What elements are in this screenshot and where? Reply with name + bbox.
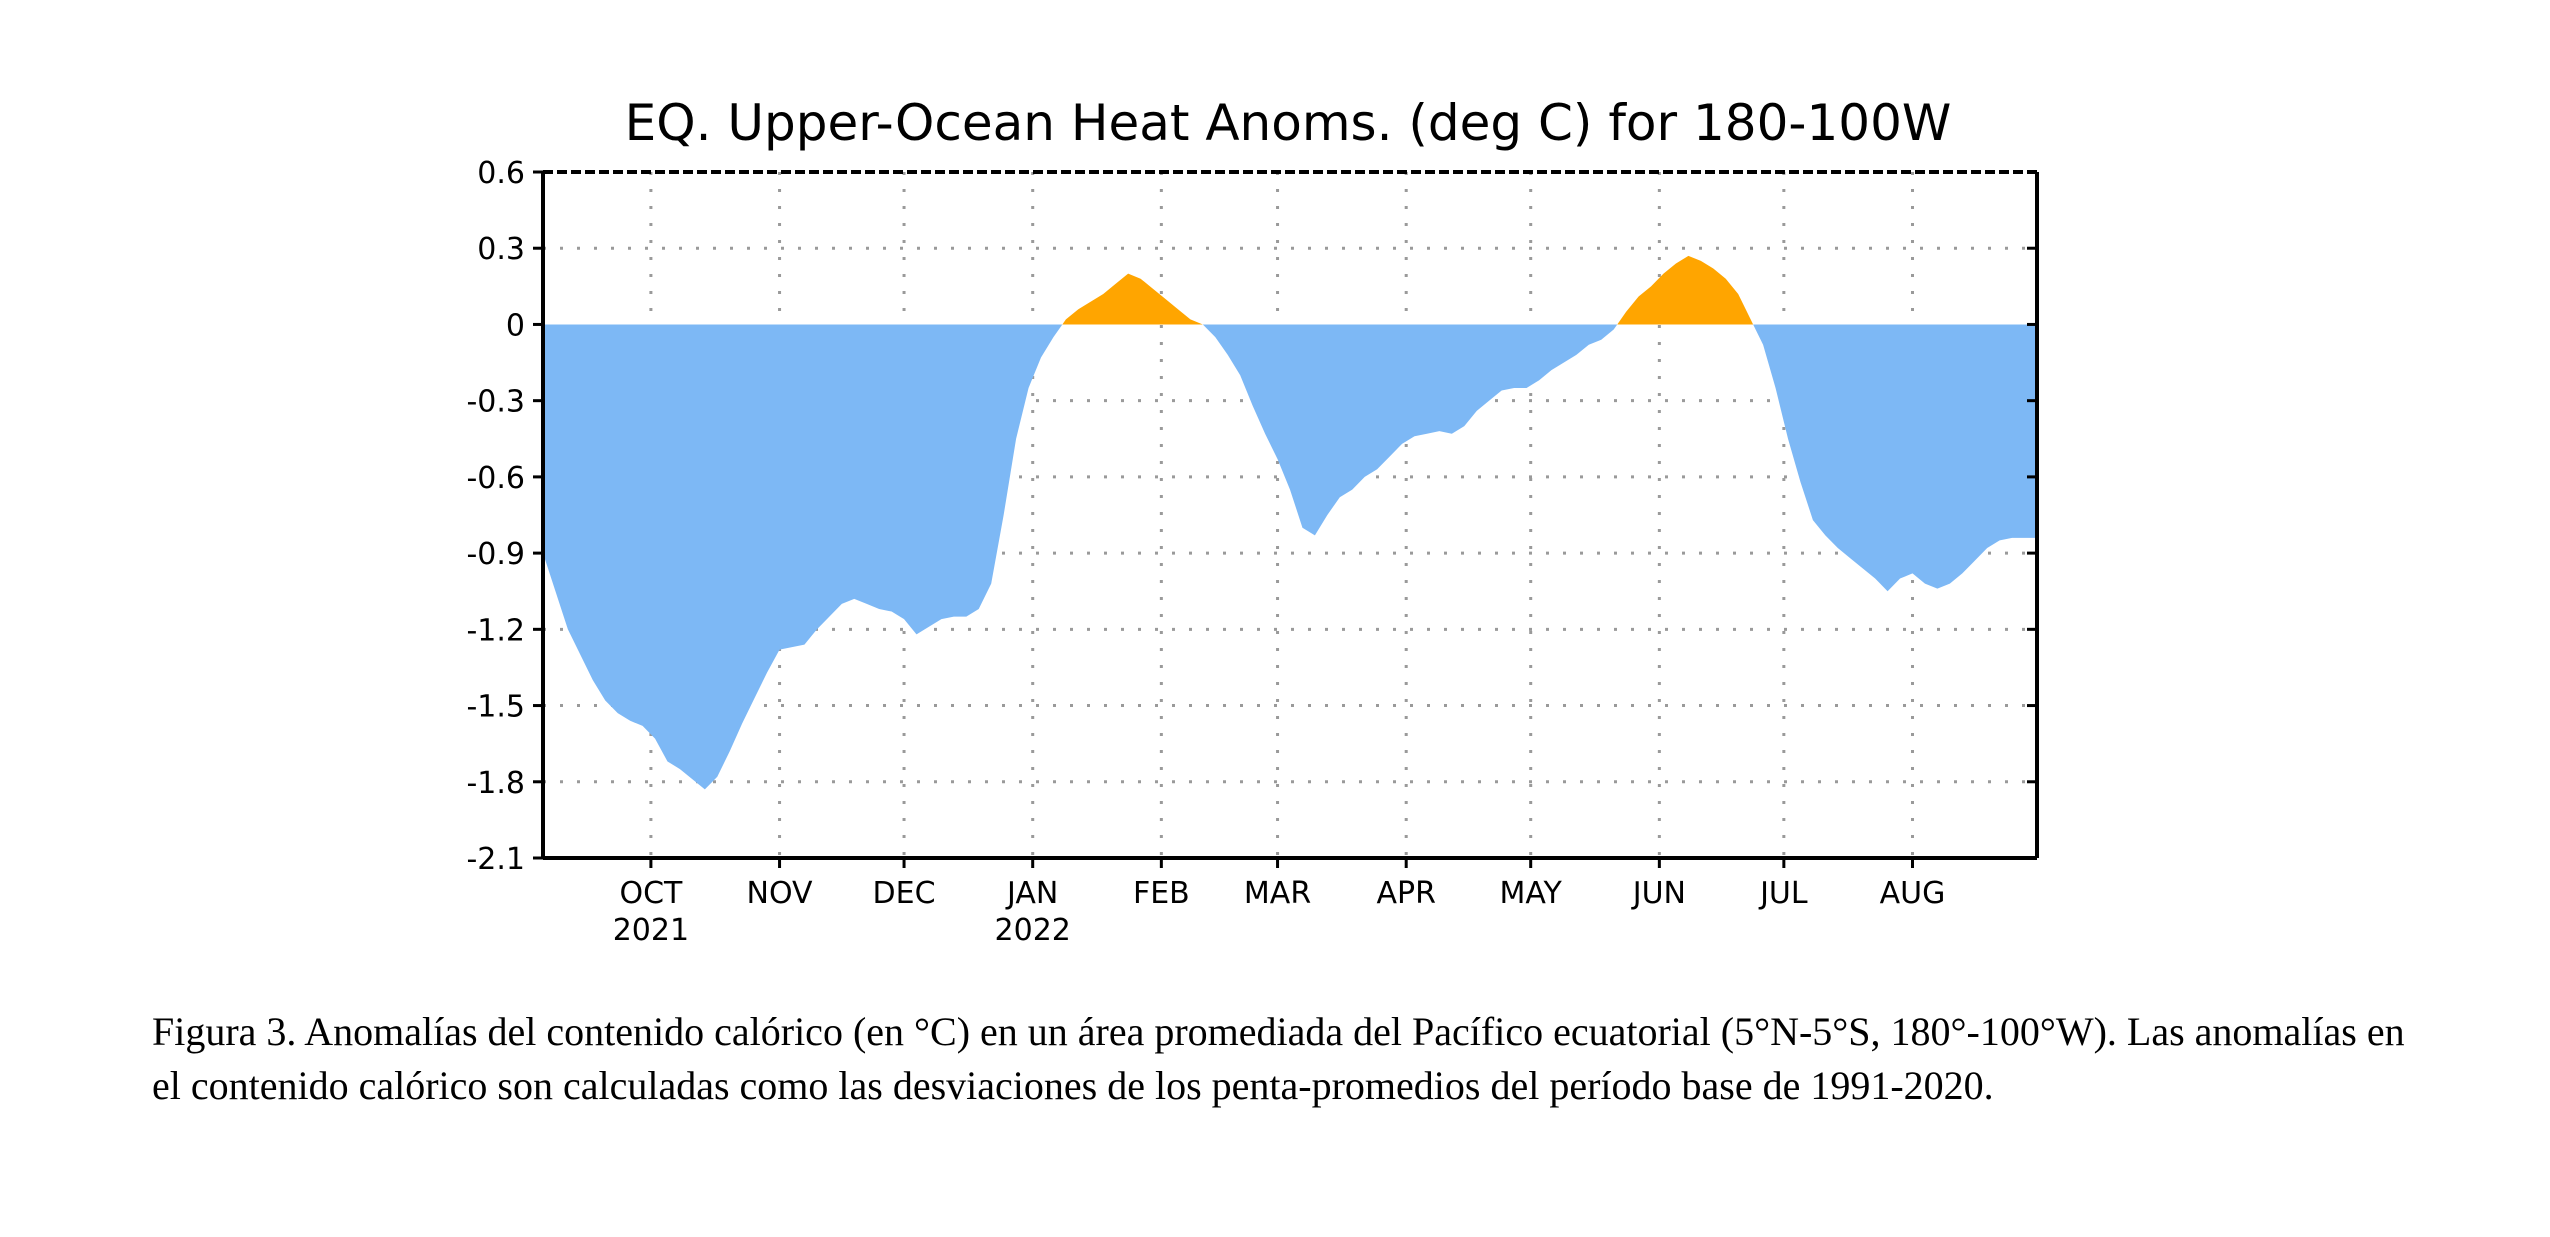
x-tick-label: MAY: [1499, 876, 1562, 911]
y-tick-label: -0.9: [466, 537, 525, 572]
negative-anomaly-area: [543, 324, 2037, 790]
y-tick-label: 0: [506, 308, 525, 343]
y-tick-label: 0.3: [477, 232, 525, 267]
x-tick-label: FEB: [1133, 876, 1190, 911]
x-tick-label: OCT: [619, 876, 683, 911]
x-tick-label: AUG: [1880, 876, 1946, 911]
x-tick-label: NOV: [747, 876, 814, 911]
positive-anomaly-area: [543, 255, 2037, 325]
axes: [541, 170, 2039, 860]
heat-anomaly-chart: EQ. Upper-Ocean Heat Anoms. (deg C) for …: [466, 94, 2039, 948]
y-axis-ticks: 0.6 0.3 0 -0.3 -0.6 -0.9 -1.2 -1.5 -1.8 -2.1: [466, 156, 2037, 877]
x-tick-label: JUN: [1631, 876, 1686, 911]
anomaly-area: [543, 255, 2037, 790]
x-tick-label: DEC: [873, 876, 936, 911]
x-tick-label: APR: [1376, 876, 1435, 911]
x-tick-year-label: 2022: [995, 913, 1071, 948]
figure-caption: Figura 3. Anomalías del contenido calóri…: [152, 1009, 2405, 1108]
x-tick-label: JUL: [1758, 876, 1808, 911]
y-tick-label: -2.1: [466, 842, 525, 877]
y-tick-label: -1.5: [466, 690, 525, 725]
y-tick-label: -1.8: [466, 766, 525, 801]
chart-container: EQ. Upper-Ocean Heat Anoms. (deg C) for …: [466, 94, 2039, 948]
x-tick-label: JAN: [1005, 876, 1058, 911]
x-tick-label: MAR: [1244, 876, 1311, 911]
y-tick-label: -0.6: [466, 461, 525, 496]
y-tick-label: -1.2: [466, 613, 525, 648]
y-tick-label: -0.3: [466, 385, 525, 420]
x-tick-year-label: 2021: [613, 913, 689, 948]
chart-title: EQ. Upper-Ocean Heat Anoms. (deg C) for …: [625, 94, 1952, 152]
y-tick-label: 0.6: [477, 156, 525, 191]
